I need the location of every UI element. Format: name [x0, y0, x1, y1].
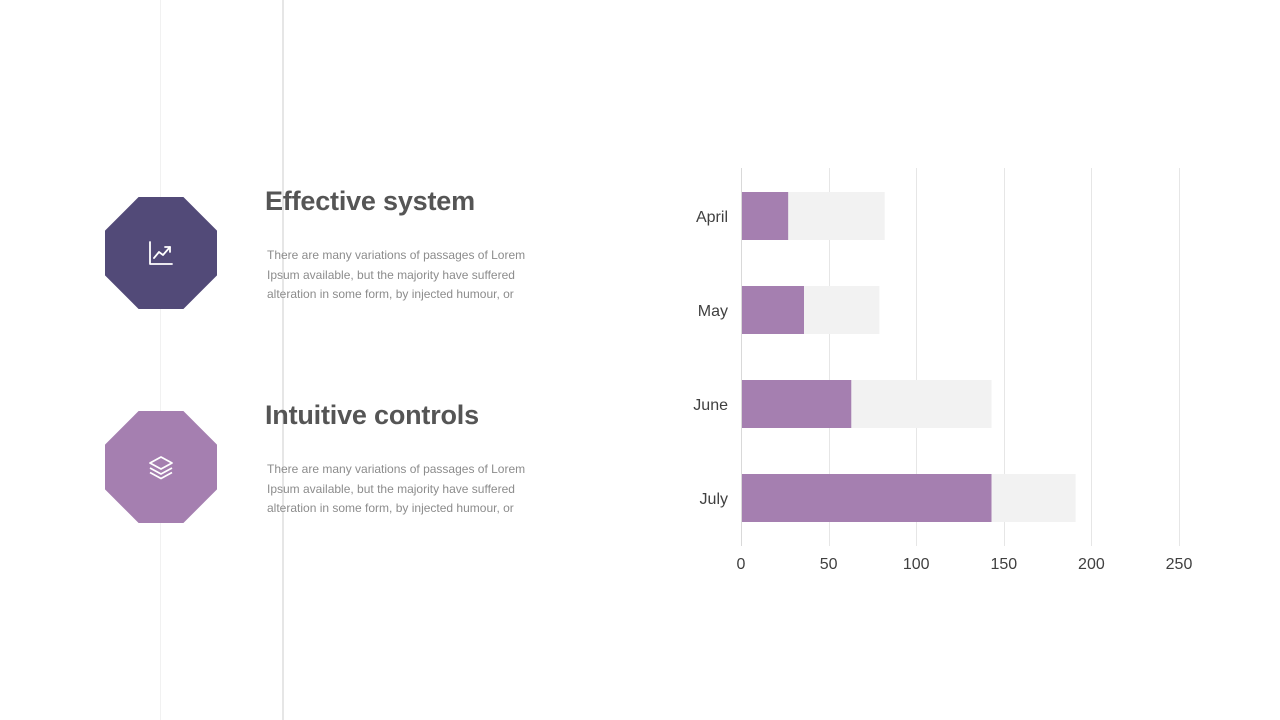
bar-value — [741, 380, 852, 428]
bar-value — [741, 286, 805, 334]
bar-remainder — [851, 380, 992, 428]
bar-value — [741, 192, 789, 240]
x-tick-label: 150 — [990, 556, 1017, 573]
bar-remainder — [788, 192, 885, 240]
feature-title-1: Effective system — [265, 186, 475, 216]
x-tick-label: 100 — [903, 556, 930, 573]
feature-description-2: There are many variations of passages of… — [267, 462, 526, 515]
category-label: July — [700, 491, 728, 508]
timeline-line — [160, 0, 161, 720]
feature-icon-badge-1 — [105, 197, 217, 309]
x-tick-label: 0 — [737, 556, 746, 573]
feature-description-1: There are many variations of passages of… — [267, 248, 526, 301]
category-label: May — [698, 303, 728, 320]
divider-line — [282, 0, 284, 720]
layers-icon — [149, 456, 173, 480]
category-label: June — [693, 397, 728, 414]
category-label: April — [696, 209, 728, 226]
bar-value — [741, 474, 992, 522]
x-tick-label: 200 — [1078, 556, 1105, 573]
x-tick-label: 50 — [820, 556, 838, 573]
bar-remainder — [804, 286, 880, 334]
bar-remainder — [991, 474, 1076, 522]
chart-line-icon — [149, 241, 173, 265]
feature-title-2: Intuitive controls — [265, 400, 479, 430]
x-tick-label: 250 — [1166, 556, 1193, 573]
feature-icon-badge-2 — [105, 411, 217, 523]
